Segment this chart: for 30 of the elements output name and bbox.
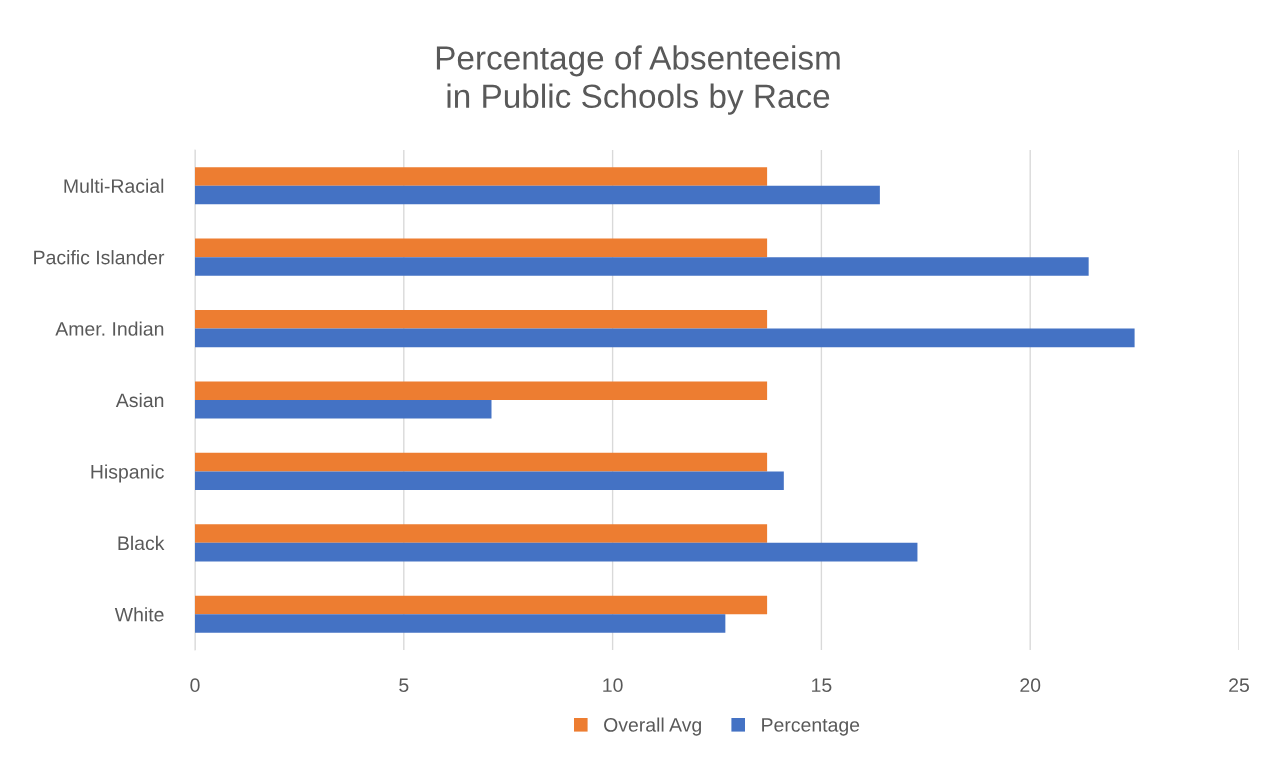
- bar: [195, 167, 768, 186]
- bar: [195, 257, 1089, 276]
- y-tick-label: White: [114, 607, 164, 622]
- bar: [195, 238, 768, 258]
- x-tick-label: 15: [812, 678, 832, 693]
- bar: [195, 310, 768, 329]
- bar: [195, 471, 784, 490]
- y-tick-label: Black: [118, 535, 165, 551]
- x-tick-label: 25: [1229, 678, 1249, 693]
- y-tick-label: Multi-Racial: [64, 178, 164, 193]
- bar: [195, 595, 768, 615]
- bar: [195, 614, 726, 633]
- chart-title: Percentage of Absenteeism in Public Schools by Race: [436, 45, 840, 115]
- x-tick-label: 20: [1020, 678, 1041, 693]
- x-tick-label: 0: [190, 678, 200, 693]
- bar: [195, 328, 1135, 348]
- y-tick-label: Amer. Indian: [55, 321, 164, 336]
- x-tick-label: 5: [399, 678, 409, 693]
- bar: [195, 542, 918, 562]
- bar: [195, 524, 768, 543]
- y-tick-label: Pacific Islander: [34, 250, 165, 265]
- legend-label: Percentage: [762, 718, 860, 736]
- bar: [195, 452, 768, 472]
- legend-label: Overall Avg: [604, 717, 701, 736]
- bar: [195, 400, 492, 419]
- bar: [195, 381, 768, 400]
- y-tick-label: Hispanic: [91, 464, 164, 483]
- x-tick-label: 10: [603, 678, 623, 693]
- bar: [195, 185, 880, 205]
- y-tick-label: Asian: [115, 392, 164, 408]
